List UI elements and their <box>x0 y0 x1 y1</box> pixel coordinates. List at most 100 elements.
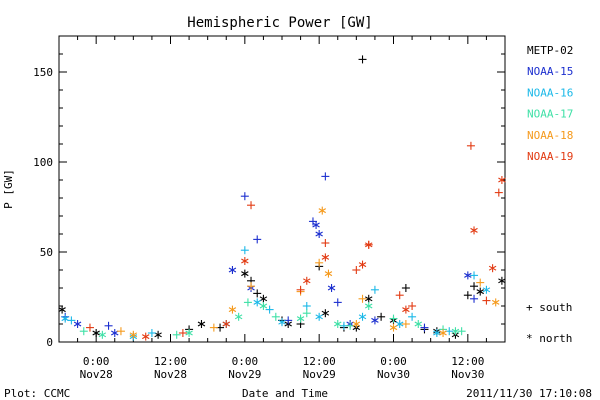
x-axis-label: Date and Time <box>242 387 328 400</box>
star-stroke <box>92 330 100 336</box>
star-stroke <box>389 325 398 331</box>
star-stroke <box>315 231 323 237</box>
north-point-star <box>327 284 336 292</box>
south-point-plus <box>321 239 330 247</box>
south-point-plus <box>240 192 249 201</box>
x-tick-label-date: Nov30 <box>451 368 484 381</box>
legend-entry-noaa-18: NOAA-18 <box>527 129 573 142</box>
north-point-star <box>253 298 261 307</box>
star-stroke <box>321 310 330 316</box>
star-stroke <box>241 271 249 277</box>
star-stroke <box>352 321 361 327</box>
south-point-plus <box>253 235 262 244</box>
north-point-star <box>92 329 100 337</box>
south-point-plus <box>321 172 330 181</box>
south-point-plus <box>116 327 125 336</box>
south-point-plus <box>247 201 256 210</box>
north-point-star <box>154 330 162 339</box>
south-point-plus <box>358 55 367 64</box>
star-stroke <box>61 316 69 322</box>
star-stroke <box>129 332 138 338</box>
south-point-plus <box>302 309 311 318</box>
north-point-star <box>414 320 423 328</box>
south-point-plus <box>408 302 417 310</box>
north-point-star <box>352 320 361 328</box>
north-point-star <box>318 206 327 215</box>
north-point-star <box>241 257 249 265</box>
north-point-star <box>321 253 330 262</box>
south-point-plus <box>408 312 417 321</box>
star-stroke <box>358 314 367 320</box>
star-stroke <box>197 321 206 327</box>
legend-entry-noaa-16: NOAA-16 <box>527 86 573 99</box>
south-point-plus <box>172 330 181 339</box>
star-stroke <box>451 328 460 334</box>
south-point-plus <box>401 320 410 328</box>
south-point-plus <box>457 327 466 336</box>
star-stroke <box>312 222 320 228</box>
south-point-plus <box>377 312 386 321</box>
star-stroke <box>358 262 367 268</box>
north-point-star <box>315 230 323 238</box>
star-stroke <box>259 303 268 309</box>
star-stroke <box>141 334 150 340</box>
y-axis-label: P [GW] <box>2 169 15 209</box>
legend-group: METP-02 NOAA-15 NOAA-16 NOAA-17 NOAA-18 NOAA-… <box>526 44 573 345</box>
south-point-plus <box>494 188 503 197</box>
north-point-star <box>259 294 268 303</box>
star-stroke <box>402 307 410 313</box>
north-point-star <box>228 266 237 274</box>
north-point-star <box>141 332 150 341</box>
axes-group: 0501001500:00Nov2812:00Nov280:00Nov2912:… <box>33 35 506 381</box>
south-point-plus <box>370 285 379 294</box>
south-point-plus <box>470 282 479 291</box>
north-point-star <box>241 269 249 278</box>
north-point-star <box>488 264 497 273</box>
legend-entry-metp-02: METP-02 <box>527 44 573 57</box>
south-point-plus <box>352 266 361 274</box>
x-tick-label-time: 12:00 <box>303 355 336 368</box>
north-point-star <box>491 298 500 307</box>
north-point-star <box>129 330 138 339</box>
north-point-star <box>312 221 320 229</box>
north-point-star <box>197 320 206 328</box>
north-point-star <box>58 305 66 314</box>
star-stroke <box>228 267 237 273</box>
south-point-plus <box>476 278 485 287</box>
north-point-star <box>61 314 69 323</box>
north-point-star <box>98 330 107 339</box>
x-tick-label-date: Nov28 <box>154 368 187 381</box>
legend-north-marker: * north <box>526 332 572 345</box>
star-stroke <box>498 278 506 284</box>
north-point-star <box>439 329 447 337</box>
north-point-star <box>358 312 367 321</box>
south-point-plus <box>470 294 479 303</box>
south-point-plus <box>463 291 472 300</box>
north-point-star <box>315 312 323 321</box>
north-point-star <box>371 316 379 325</box>
south-point-plus <box>358 294 367 303</box>
south-point-plus <box>85 323 94 332</box>
star-stroke <box>324 271 333 277</box>
star-stroke <box>395 321 404 327</box>
star-stroke <box>470 227 478 233</box>
legend-entry-noaa-17: NOAA-17 <box>527 108 573 121</box>
plot-frame <box>58 35 506 343</box>
north-point-star <box>296 314 305 323</box>
x-tick-label-date: Nov29 <box>303 368 336 381</box>
x-tick-label-time: 12:00 <box>451 355 484 368</box>
star-stroke <box>371 317 379 323</box>
south-point-plus <box>466 141 475 150</box>
y-tick-label: 50 <box>40 246 53 259</box>
south-point-plus <box>247 282 256 291</box>
south-point-plus <box>147 329 156 337</box>
y-tick-label: 100 <box>33 156 53 169</box>
y-tick-label: 150 <box>33 66 53 79</box>
star-stroke <box>278 319 286 325</box>
star-stroke <box>488 265 497 271</box>
south-point-plus <box>79 327 88 336</box>
north-point-star <box>451 327 460 336</box>
south-point-plus <box>178 329 187 337</box>
star-stroke <box>364 242 373 248</box>
north-point-star <box>228 305 237 314</box>
